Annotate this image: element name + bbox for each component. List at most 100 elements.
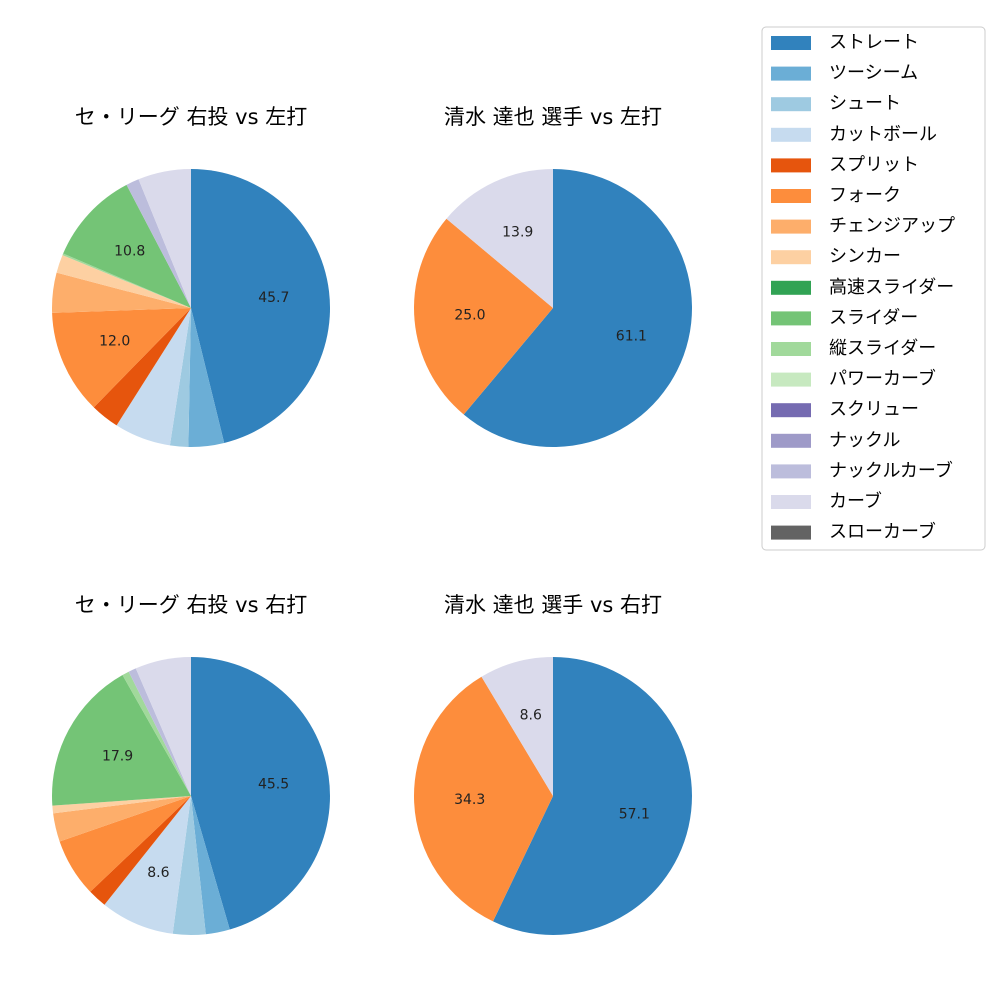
- legend-label: スプリット: [829, 154, 919, 175]
- pie-slice: [104, 796, 191, 934]
- legend-swatch: [771, 189, 811, 203]
- legend-item: スプリット: [771, 154, 919, 175]
- slice-value-label: 34.3: [454, 792, 485, 808]
- legend-label: スクリュー: [829, 399, 919, 420]
- legend-item: パワーカーブ: [771, 368, 936, 390]
- legend-item: スライダー: [771, 307, 918, 328]
- legend-item: カーブ: [771, 490, 882, 512]
- legend-item: フォーク: [771, 185, 901, 206]
- legend-swatch: [771, 250, 811, 265]
- pie-slice: [53, 796, 191, 842]
- legend-swatch: [771, 127, 811, 142]
- pie-slice: [93, 308, 191, 426]
- legend-swatch: [771, 219, 811, 234]
- legend-label: ストレート: [829, 32, 919, 53]
- legend-swatch: [771, 311, 811, 326]
- legend-swatch: [771, 342, 811, 356]
- legend-label: シンカー: [829, 246, 901, 267]
- legend-label: 高速スライダー: [829, 277, 954, 298]
- pie-charts: セ・リーグ 右投 vs 左打 45.7 12.0 10.8 清水 達也 選手 vs 左打…: [51, 105, 693, 936]
- legend-label: ツーシーム: [829, 63, 918, 84]
- legend-box: [761, 26, 986, 551]
- legend-item: 高速スライダー: [771, 277, 954, 298]
- legend-label: チェンジアップ: [829, 216, 955, 237]
- pie-slice: [169, 308, 191, 447]
- pie-slice: [188, 308, 225, 447]
- legend-item: ツーシーム: [771, 63, 918, 84]
- slice-value-label: 25.0: [454, 307, 485, 323]
- pie-slice: [52, 796, 191, 814]
- slice-value-label: 8.6: [520, 708, 542, 724]
- legend-item: チェンジアップ: [771, 216, 955, 237]
- legend-label: スローカーブ: [829, 521, 936, 543]
- legend-swatch: [771, 403, 811, 418]
- legend-label: フォーク: [829, 185, 901, 206]
- legend-item: 縦スライダー: [771, 338, 936, 359]
- pie-slice: [51, 675, 192, 806]
- pie-slice: [191, 796, 230, 935]
- legend-swatch: [771, 97, 811, 112]
- pie-slice: [172, 796, 206, 936]
- pie-slice: [63, 184, 191, 308]
- pie-slice: [135, 657, 191, 796]
- pie-slice: [62, 253, 192, 308]
- pie-slice: [138, 169, 191, 308]
- pie-slice: [128, 668, 191, 796]
- chart-title: 清水 達也 選手 vs 左打: [444, 105, 662, 129]
- pie-chart-3: セ・リーグ 右投 vs 右打 45.5 8.6 17.9: [51, 593, 330, 936]
- pie-slice: [52, 308, 191, 408]
- legend-item: スクリュー: [771, 399, 919, 420]
- slice-value-label: 61.1: [616, 329, 647, 345]
- pie-slice: [59, 796, 191, 892]
- legend-swatch: [771, 66, 811, 81]
- legend: ストレートツーシームシュートカットボールスプリットフォークチェンジアップシンカー…: [761, 26, 986, 551]
- pie-slice: [414, 218, 553, 415]
- slice-value-label: 8.6: [147, 865, 169, 881]
- legend-label: パワーカーブ: [829, 368, 936, 390]
- slice-value-label: 45.5: [258, 776, 289, 792]
- slice-value-label: 10.8: [114, 243, 145, 259]
- legend-label: ナックルカーブ: [829, 459, 953, 481]
- legend-swatch: [771, 495, 811, 509]
- pie-slice: [191, 169, 331, 443]
- pie-slice: [122, 671, 191, 796]
- legend-swatch: [771, 525, 811, 540]
- legend-swatch: [771, 433, 811, 448]
- slice-value-label: 45.7: [258, 290, 289, 306]
- pie-chart-1: セ・リーグ 右投 vs 左打 45.7 12.0 10.8: [51, 105, 331, 447]
- pie-slice: [481, 657, 553, 796]
- legend-label: ナックル: [829, 430, 900, 451]
- chart-title: セ・リーグ 右投 vs 右打: [75, 593, 307, 617]
- legend-label: 縦スライダー: [829, 338, 936, 359]
- pie-slice: [90, 796, 191, 905]
- legend-label: シュート: [829, 93, 901, 114]
- pie-slice: [116, 308, 191, 446]
- legend-item: ストレート: [771, 32, 919, 53]
- legend-item: スローカーブ: [771, 521, 936, 543]
- pie-slice: [191, 657, 330, 930]
- legend-label: カットボール: [829, 124, 937, 145]
- legend-item: シンカー: [771, 246, 901, 267]
- pie-slice: [51, 272, 192, 313]
- slice-value-label: 12.0: [99, 334, 130, 350]
- pie-slice: [493, 657, 692, 935]
- legend-swatch: [771, 158, 811, 173]
- pie-slice: [446, 169, 553, 308]
- pie-slice: [126, 179, 191, 308]
- legend-item: カットボール: [771, 124, 937, 145]
- legend-swatch: [771, 36, 811, 50]
- legend-item: ナックルカーブ: [771, 459, 953, 481]
- pie-slice: [56, 255, 191, 308]
- chart-title: セ・リーグ 右投 vs 左打: [75, 105, 307, 129]
- pie-chart-2: 清水 達也 選手 vs 左打 61.1 25.0 13.9: [414, 105, 693, 448]
- legend-label: スライダー: [829, 307, 918, 328]
- pie-chart-4: 清水 達也 選手 vs 右打 57.1 34.3 8.6: [413, 593, 692, 935]
- legend-swatch: [771, 464, 811, 479]
- legend-label: カーブ: [829, 490, 882, 512]
- legend-swatch: [771, 280, 811, 295]
- slice-value-label: 17.9: [102, 749, 133, 765]
- slice-value-label: 57.1: [619, 806, 650, 822]
- pie-slice: [413, 676, 553, 922]
- pie-slice: [463, 168, 693, 448]
